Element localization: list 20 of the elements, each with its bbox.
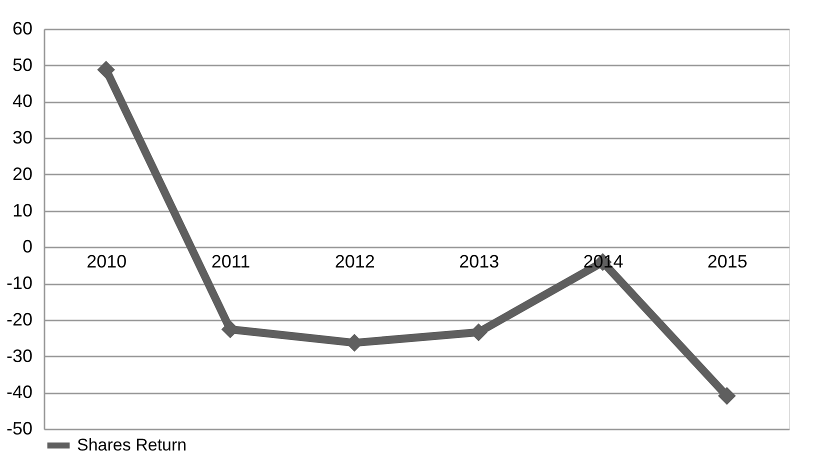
x-tick-label: 2010 [86,252,127,272]
y-tick-label: 50 [12,54,32,75]
y-tick-label: -20 [6,309,32,330]
x-tick-label: 2011 [211,252,250,272]
point [97,60,116,79]
y-tick-label: 60 [12,18,32,38]
x-tick-label: 2015 [707,252,748,272]
legend-label: Shares Return [77,436,187,454]
y-tick-label: -40 [6,382,32,402]
y-tick-label: -30 [6,346,32,366]
y-tick-label: 40 [12,91,32,112]
y-tick-label: -50 [6,418,32,438]
y-tick-label: 20 [12,164,32,184]
x-tick-label: 2013 [459,252,500,272]
y-tick-label: 10 [12,200,32,220]
y-tick-label: 30 [12,128,32,148]
y-tick-label: -10 [6,273,32,294]
point [718,386,736,405]
y-tick-label: 0 [22,236,32,257]
x-tick-label: 2012 [334,252,375,272]
